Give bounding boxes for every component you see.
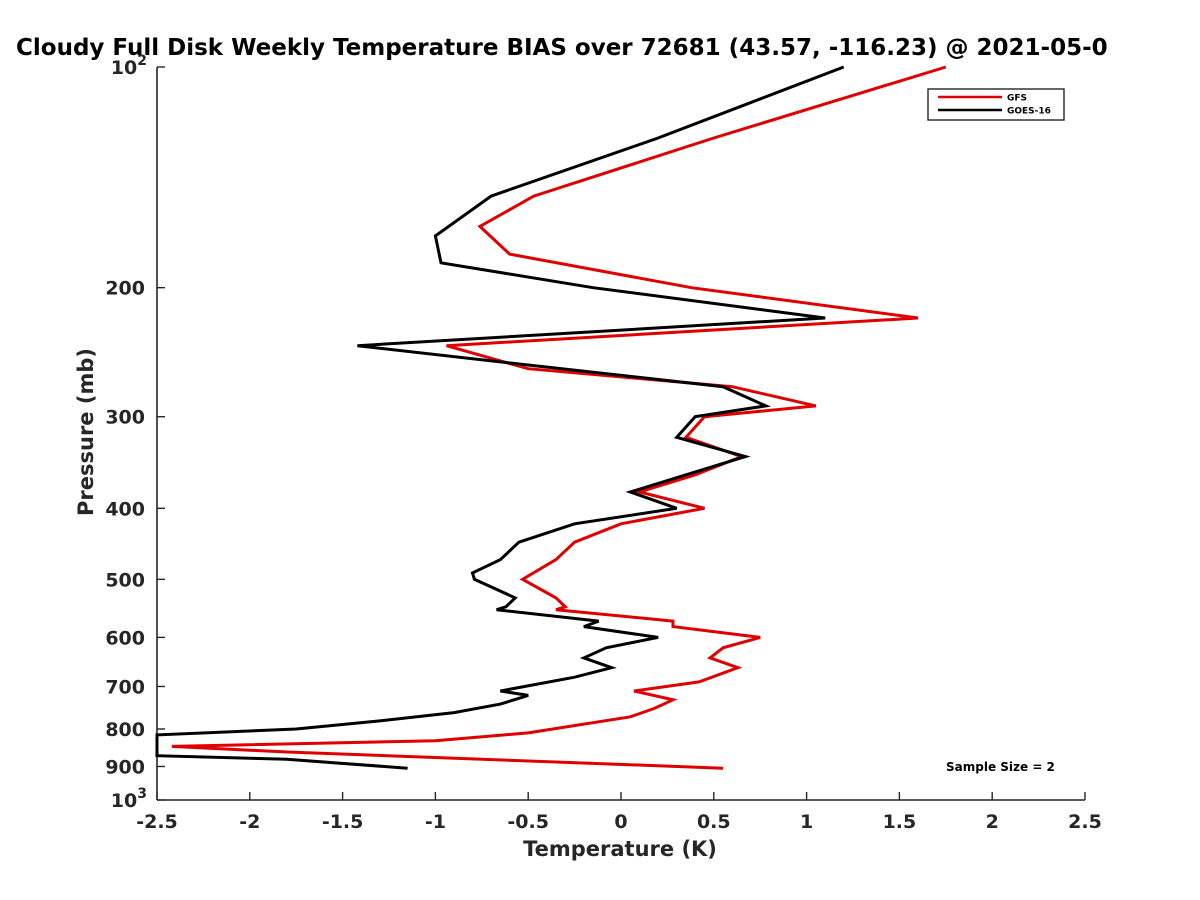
legend-label: GOES-16 bbox=[1007, 107, 1051, 117]
legend-box bbox=[927, 88, 1065, 121]
y-tick-label: 600 bbox=[105, 627, 145, 649]
x-tick-label: 0.5 bbox=[697, 811, 731, 833]
series-line-goes-16 bbox=[155, 65, 845, 770]
y-tick-label: 200 bbox=[105, 278, 145, 300]
legend: GFS GOES-16 bbox=[927, 88, 1065, 121]
y-tick-label: 900 bbox=[105, 756, 145, 778]
sample-size-annotation: Sample Size = 2 bbox=[946, 760, 1055, 774]
y-tick-label: 400 bbox=[105, 498, 145, 520]
x-tick-label: -1 bbox=[425, 811, 446, 833]
x-tick-label: -0.5 bbox=[507, 811, 549, 833]
x-tick-label: -2 bbox=[239, 811, 260, 833]
y-tick-label: 500 bbox=[105, 569, 145, 591]
x-tick-label: 2.5 bbox=[1068, 811, 1102, 833]
y-axis-label: Pressure (mb) bbox=[74, 348, 98, 516]
x-tick-label: -2.5 bbox=[136, 811, 178, 833]
x-tick-label: -1.5 bbox=[322, 811, 364, 833]
axes: -2.5 -2 -1.5 -1 -0.5 0 0.5 1 1.5 2 2.5 102 200 300 400… bbox=[105, 53, 1102, 833]
y-tick-label: 103 bbox=[111, 786, 147, 812]
y-tick-label: 700 bbox=[105, 676, 145, 698]
x-tick-label: 2 bbox=[986, 811, 999, 833]
y-tick-label: 300 bbox=[105, 407, 145, 429]
y-tick-label: 102 bbox=[111, 53, 147, 79]
chart-title: Cloudy Full Disk Weekly Temperature BIAS… bbox=[16, 35, 1108, 61]
series-line-gfs bbox=[171, 65, 947, 770]
x-tick-label: 1 bbox=[800, 811, 813, 833]
plot-area bbox=[155, 65, 947, 770]
y-tick-label: 800 bbox=[105, 719, 145, 741]
x-tick-label: 0 bbox=[614, 811, 627, 833]
x-axis-label: Temperature (K) bbox=[523, 837, 717, 861]
legend-label: GFS bbox=[1007, 94, 1027, 104]
x-tick-label: 1.5 bbox=[883, 811, 917, 833]
